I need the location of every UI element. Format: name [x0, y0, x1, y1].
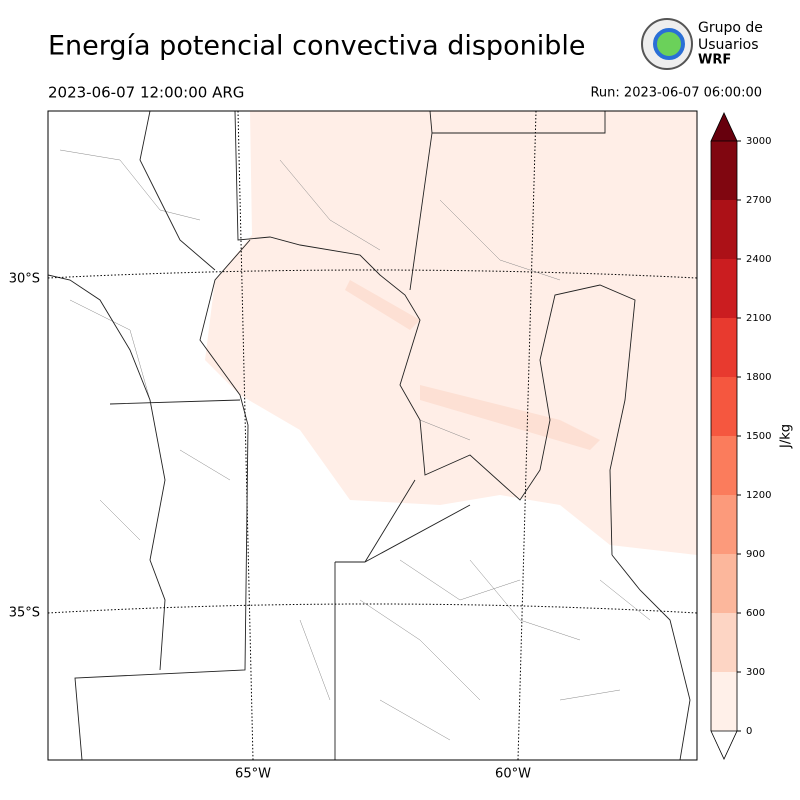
colorbar-tick-label: 1200 [746, 490, 771, 501]
colorbar-tick-label: 1500 [746, 431, 771, 442]
cape-field [345, 280, 600, 450]
colorbar-tick-label: 300 [746, 667, 765, 678]
colorbar-tick-label: 2700 [746, 195, 771, 206]
graticule [48, 269, 697, 279]
lat-label: 30°S [9, 272, 40, 287]
logo-text: WRF [698, 53, 731, 68]
logo-text: Grupo de [698, 20, 763, 36]
colorbar-tick-label: 1800 [746, 372, 771, 383]
logo: Grupo de Usuarios WRF [641, 18, 763, 70]
colorbar-bin [711, 318, 737, 377]
lon-label: 65°W [235, 767, 271, 782]
lon-label: 60°W [495, 767, 531, 782]
colorbar-label: J/kg [779, 424, 794, 449]
colorbar-under [710, 730, 738, 760]
run-time: Run: 2023-06-07 06:00:00 [590, 86, 762, 101]
colorbar-bin [711, 554, 737, 613]
lat-label: 35°S [9, 606, 40, 621]
map-frame [47, 110, 698, 761]
cape-field [205, 111, 697, 555]
colorbar-bin [711, 672, 737, 731]
map: 30°S 35°S 65°W 60°W [9, 110, 698, 782]
colorbar-bin [711, 377, 737, 436]
logo-globe [653, 28, 685, 60]
colorbar-bin [711, 200, 737, 259]
colorbar-bin [711, 436, 737, 495]
colorbar-bin [711, 141, 737, 200]
colorbar-over [710, 112, 738, 142]
title: Energía potencial convectiva disponible [48, 31, 585, 62]
colorbar-tick-label: 2100 [746, 313, 771, 324]
logo-text: Usuarios [698, 37, 759, 53]
colorbar-bin [711, 613, 737, 672]
colorbar-tick-label: 0 [746, 726, 752, 737]
colorbar-tick-label: 600 [746, 608, 765, 619]
colorbar-bin [711, 495, 737, 554]
colorbar: J/kg 0 300 600 900 1200 1500 1800 2100 2400 2700 3… [710, 112, 794, 760]
graticule [48, 603, 697, 614]
colorbar-tick-label: 900 [746, 549, 765, 560]
colorbar-tick-label: 3000 [746, 136, 771, 147]
valid-time: 2023-06-07 12:00:00 ARG [48, 84, 244, 102]
colorbar-bin [711, 259, 737, 318]
colorbar-tick-label: 2400 [746, 254, 771, 265]
